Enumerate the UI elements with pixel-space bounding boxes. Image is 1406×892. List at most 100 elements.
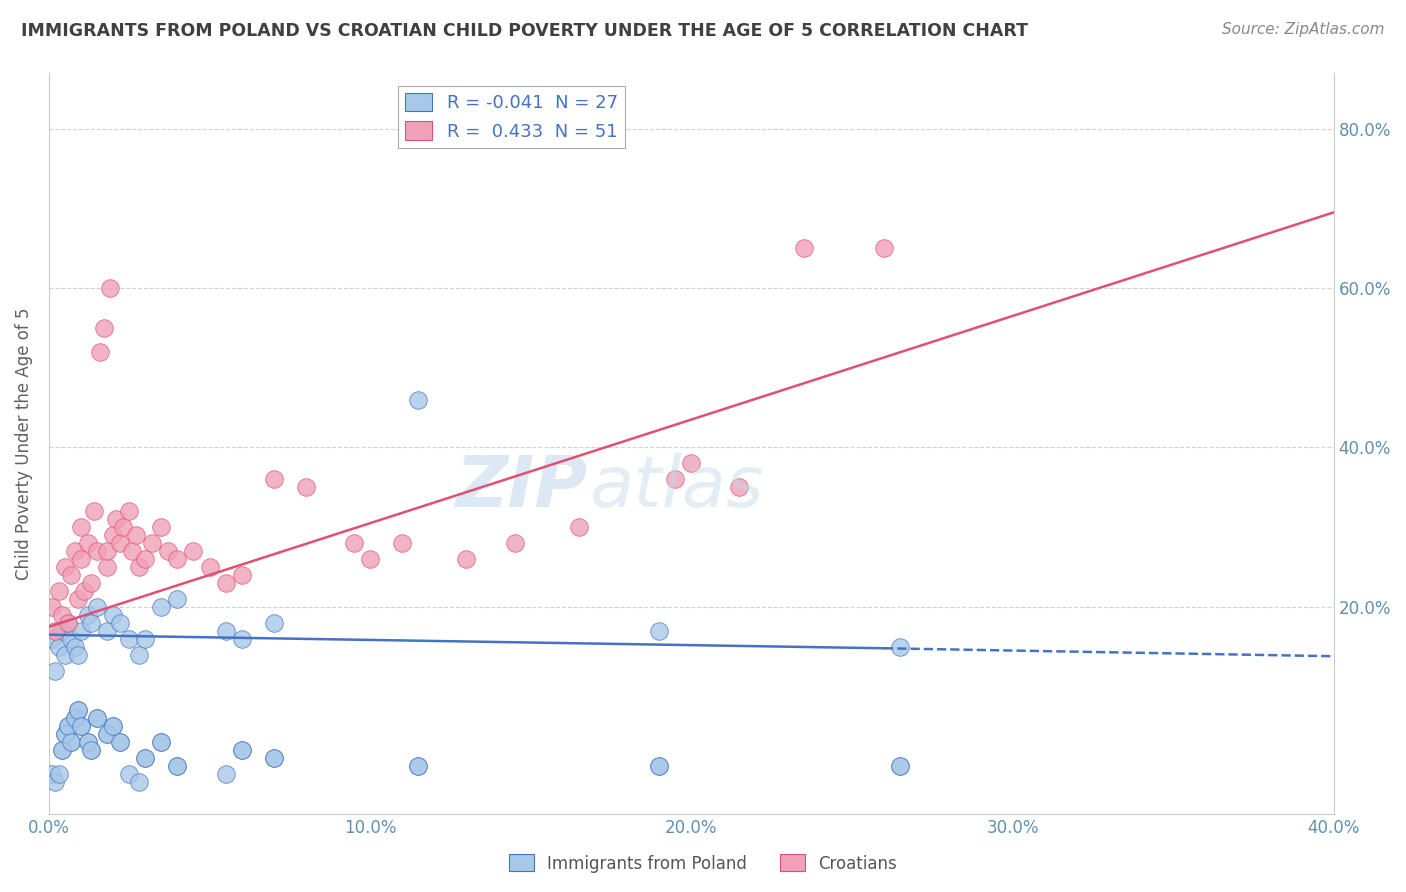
Point [128, 648, 150, 662]
Point [263, 751, 285, 765]
Text: Source: ZipAtlas.com: Source: ZipAtlas.com [1222, 22, 1385, 37]
Text: IMMIGRANTS FROM POLAND VS CROATIAN CHILD POVERTY UNDER THE AGE OF 5 CORRELATION : IMMIGRANTS FROM POLAND VS CROATIAN CHILD… [21, 22, 1028, 40]
Point [648, 759, 671, 773]
Point [86, 599, 108, 614]
Point [728, 480, 751, 494]
Point [125, 528, 148, 542]
Point [76, 607, 98, 622]
Legend: Immigrants from Poland, Croatians: Immigrants from Poland, Croatians [502, 847, 904, 880]
Point [60, 568, 83, 582]
Point [66, 591, 89, 606]
Point [73, 583, 96, 598]
Point [793, 241, 815, 255]
Point [80, 743, 103, 757]
Point [134, 552, 156, 566]
Point [70, 719, 93, 733]
Point [156, 544, 179, 558]
Point [96, 624, 118, 638]
Point [889, 759, 911, 773]
Point [58, 615, 80, 630]
Point [51, 607, 73, 622]
Point [66, 648, 89, 662]
Point [96, 727, 118, 741]
Point [648, 624, 671, 638]
Point [134, 751, 156, 765]
Point [41, 599, 63, 614]
Point [150, 520, 173, 534]
Point [263, 472, 285, 486]
Text: atlas: atlas [589, 453, 763, 523]
Point [70, 520, 93, 534]
Point [76, 735, 98, 749]
Point [83, 504, 105, 518]
Point [231, 568, 253, 582]
Point [89, 344, 111, 359]
Point [648, 759, 671, 773]
Point [41, 632, 63, 646]
Point [214, 767, 236, 781]
Point [80, 615, 103, 630]
Point [70, 624, 93, 638]
Text: ZIP: ZIP [457, 453, 589, 523]
Y-axis label: Child Poverty Under the Age of 5: Child Poverty Under the Age of 5 [15, 307, 32, 580]
Point [76, 536, 98, 550]
Point [86, 544, 108, 558]
Point [48, 583, 70, 598]
Point [166, 759, 188, 773]
Point [198, 560, 221, 574]
Point [166, 552, 188, 566]
Point [66, 703, 89, 717]
Point [53, 727, 76, 741]
Point [121, 544, 143, 558]
Point [231, 743, 253, 757]
Point [231, 743, 253, 757]
Point [66, 703, 89, 717]
Point [134, 632, 156, 646]
Point [111, 520, 134, 534]
Point [53, 560, 76, 574]
Point [58, 615, 80, 630]
Point [214, 576, 236, 591]
Point [70, 719, 93, 733]
Point [86, 711, 108, 725]
Point [456, 552, 478, 566]
Point [150, 599, 173, 614]
Point [86, 711, 108, 725]
Point [44, 624, 66, 638]
Point [118, 504, 141, 518]
Point [166, 591, 188, 606]
Point [183, 544, 205, 558]
Point [76, 735, 98, 749]
Legend: R = -0.041  N = 27, R =  0.433  N = 51: R = -0.041 N = 27, R = 0.433 N = 51 [398, 86, 626, 148]
Point [93, 321, 115, 335]
Point [408, 759, 430, 773]
Point [889, 759, 911, 773]
Point [53, 727, 76, 741]
Point [105, 512, 128, 526]
Point [80, 576, 103, 591]
Point [48, 767, 70, 781]
Point [103, 719, 125, 733]
Point [889, 640, 911, 654]
Point [51, 743, 73, 757]
Point [295, 480, 318, 494]
Point [263, 751, 285, 765]
Point [664, 472, 686, 486]
Point [103, 607, 125, 622]
Point [408, 392, 430, 407]
Point [150, 735, 173, 749]
Point [103, 528, 125, 542]
Point [96, 544, 118, 558]
Point [108, 615, 131, 630]
Point [359, 552, 381, 566]
Point [118, 632, 141, 646]
Point [53, 648, 76, 662]
Point [343, 536, 366, 550]
Point [150, 735, 173, 749]
Point [681, 457, 703, 471]
Point [48, 640, 70, 654]
Point [231, 632, 253, 646]
Point [51, 743, 73, 757]
Point [60, 632, 83, 646]
Point [134, 751, 156, 765]
